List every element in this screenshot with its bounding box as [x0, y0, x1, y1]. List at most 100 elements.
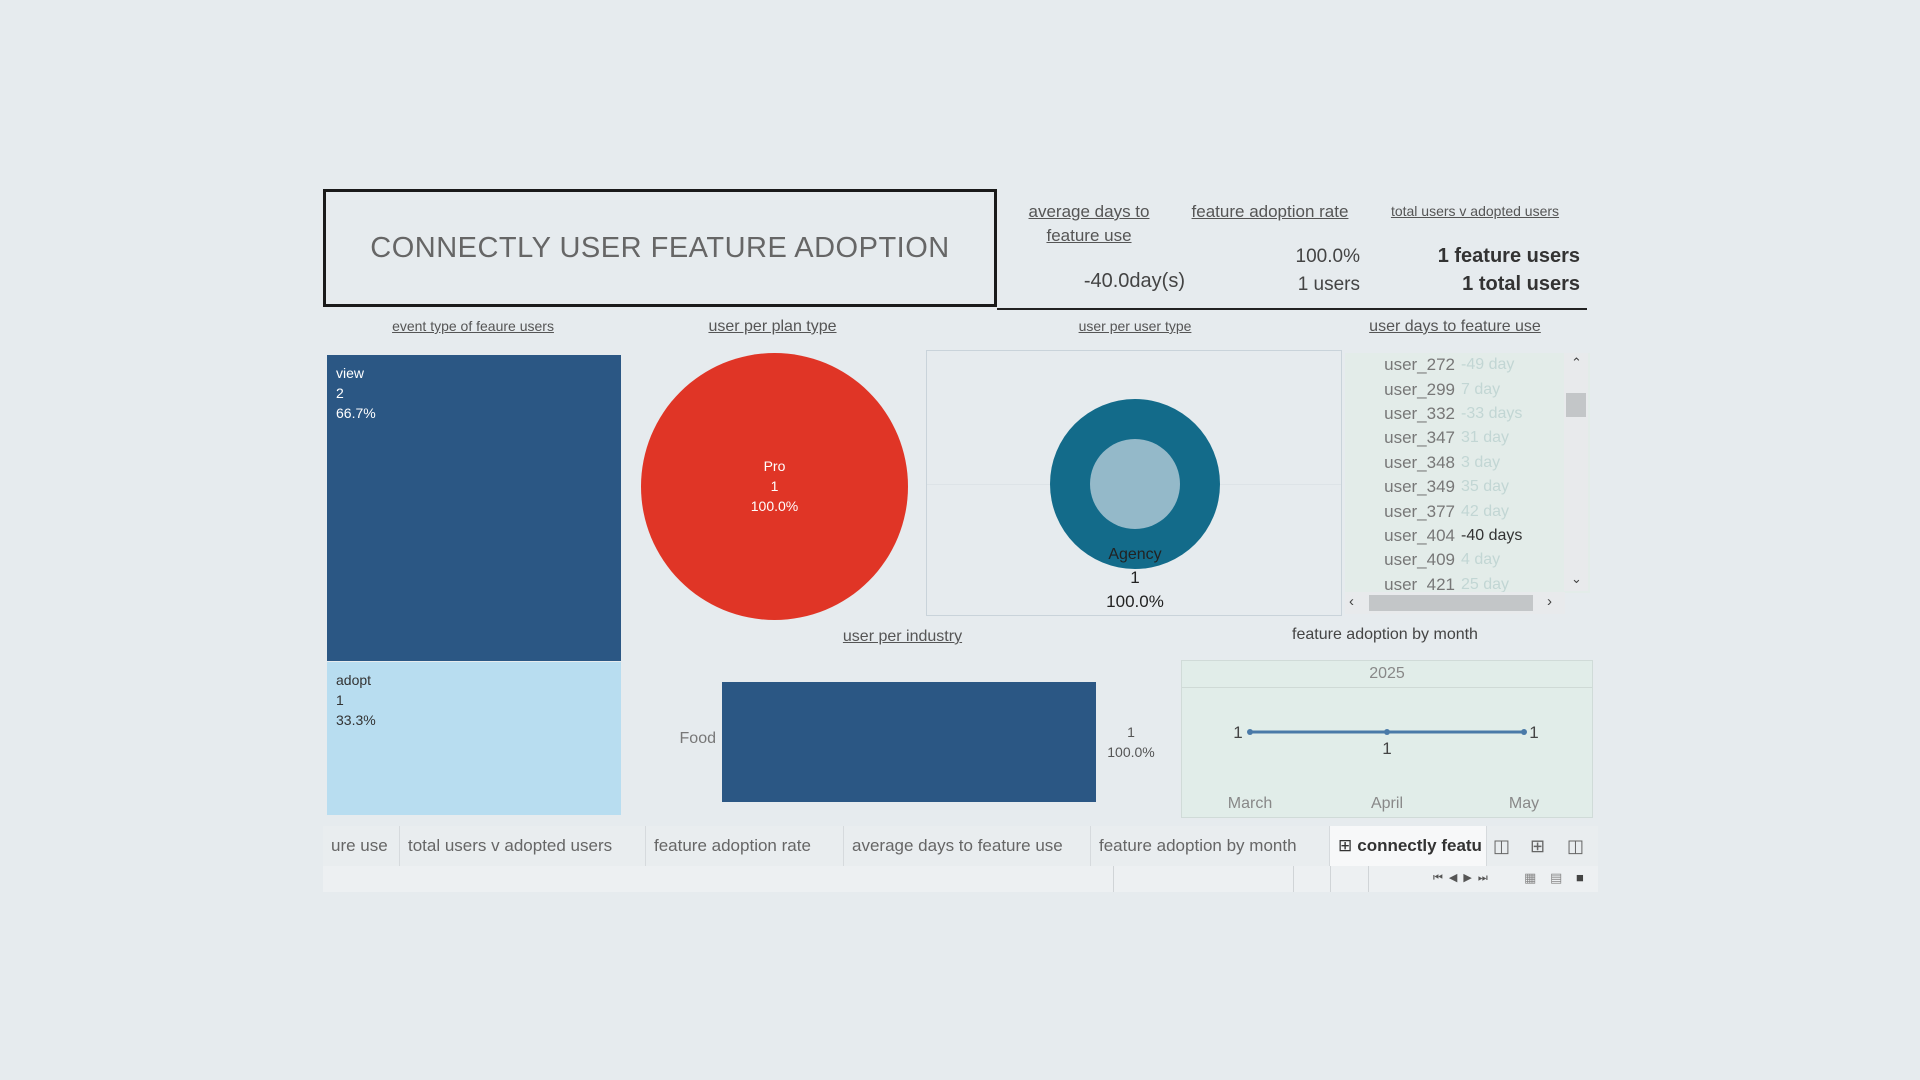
adoption-point-april[interactable] [1384, 729, 1390, 735]
user-type-count: 1 [1035, 566, 1235, 590]
days-value: 42 day [1461, 503, 1509, 521]
adoption-data-label: 1 [1233, 723, 1242, 742]
avg-days-title-line2: feature use [1046, 226, 1131, 245]
new-worksheet-icon[interactable]: ◫ [1493, 836, 1510, 857]
user-id: user_299 [1345, 380, 1461, 400]
sheet-sorter-icon[interactable]: ▦ [1524, 870, 1536, 886]
user-type-name: Agency [1035, 544, 1235, 566]
user-id: user_377 [1345, 502, 1461, 522]
user-id: user_349 [1345, 477, 1461, 497]
industry-title[interactable]: user per industry [790, 628, 1015, 646]
new-dashboard-icon[interactable]: ⊞ [1530, 836, 1545, 857]
user-id: user_347 [1345, 428, 1461, 448]
status-divider [1330, 866, 1331, 892]
user-days-row[interactable]: user_272 -49 day [1345, 353, 1565, 377]
dashboard-title: CONNECTLY USER FEATURE ADOPTION [323, 189, 997, 307]
tab-feature-adoption-by-month[interactable]: feature adoption by month [1091, 826, 1330, 866]
total-users-title[interactable]: total users v adopted users [1375, 203, 1575, 219]
days-value: -33 days [1461, 405, 1522, 423]
treemap-cell-count: 2 [336, 383, 612, 403]
avg-days-title[interactable]: average days to feature use [1015, 200, 1163, 248]
user-type-donut-hole [1090, 439, 1180, 529]
plan-type-title[interactable]: user per plan type [640, 318, 905, 336]
user-type-label: Agency 1 100.0% [1035, 544, 1235, 614]
industry-bar-food[interactable] [722, 682, 1096, 802]
plan-pie-count: 1 [641, 476, 908, 496]
user-days-row[interactable]: user_409 4 day [1345, 548, 1565, 572]
header-divider [997, 308, 1587, 310]
user-type-title[interactable]: user per user type [1020, 318, 1250, 334]
horizontal-scrollbar[interactable]: ‹ › [1345, 592, 1565, 614]
user-days-row[interactable]: user_299 7 day [1345, 377, 1565, 401]
treemap-cell-pct: 33.3% [336, 710, 612, 730]
first-sheet-icon[interactable]: ⏮ [1433, 872, 1449, 884]
monthly-year-header: 2025 [1182, 661, 1592, 688]
monthly-title[interactable]: feature adoption by month [1180, 626, 1590, 644]
industry-bar-label: 1 100.0% [1096, 722, 1166, 762]
vertical-scrollbar[interactable]: ⌃ ⌄ [1564, 353, 1588, 591]
tab-average-days-to-feature-use[interactable]: average days to feature use [844, 826, 1091, 866]
treemap-cell-adopt[interactable]: adopt 1 33.3% [327, 662, 621, 815]
days-value: 7 day [1461, 381, 1500, 399]
next-sheet-icon[interactable]: ▶ [1463, 872, 1477, 884]
active-tab-label: connectly featu [1357, 836, 1482, 856]
days-value: 25 day [1461, 576, 1509, 593]
treemap-cell-pct: 66.7% [336, 403, 612, 423]
adoption-point-may[interactable] [1521, 729, 1527, 735]
user-id: user_272 [1345, 355, 1461, 375]
user-days-row[interactable]: user_377 42 day [1345, 499, 1565, 523]
plan-pie-pct: 100.0% [641, 496, 908, 516]
industry-bar-count: 1 [1096, 722, 1166, 742]
monthly-line-chart[interactable]: 1 1 1 [1182, 687, 1592, 787]
plan-pie-label: Pro 1 100.0% [641, 456, 908, 516]
user-days-row[interactable]: user_347 31 day [1345, 426, 1565, 450]
user-days-row[interactable]: user_349 35 day [1345, 475, 1565, 499]
prev-sheet-icon[interactable]: ◀ [1449, 872, 1463, 884]
user-days-row[interactable]: user_421 25 day [1345, 573, 1565, 593]
vertical-scroll-thumb[interactable] [1566, 393, 1586, 417]
last-sheet-icon[interactable]: ⏭ [1478, 872, 1494, 884]
new-story-icon[interactable]: ◫ [1567, 836, 1584, 857]
user-id: user_348 [1345, 453, 1461, 473]
user-days-row[interactable]: user_332 -33 days [1345, 402, 1565, 426]
treemap-cell-name: adopt [336, 670, 612, 690]
status-divider [1293, 866, 1294, 892]
user-id: user_421 [1345, 575, 1461, 593]
plan-pie-name: Pro [641, 456, 908, 476]
event-type-treemap[interactable]: view 2 66.7% adopt 1 33.3% [327, 355, 621, 815]
feature-users-value: 1 feature users [1380, 245, 1580, 268]
tab-connectly-dashboard[interactable]: ⊞ connectly featu [1330, 826, 1487, 866]
adoption-point-march[interactable] [1247, 729, 1253, 735]
adoption-data-label: 1 [1382, 739, 1391, 758]
days-value: 31 day [1461, 429, 1509, 447]
tab-feature-adoption-rate[interactable]: feature adoption rate [646, 826, 844, 866]
adoption-rate-title[interactable]: feature adoption rate [1175, 202, 1365, 222]
user-id: user_404 [1345, 526, 1461, 546]
industry-category-label: Food [660, 730, 716, 748]
days-value: 4 day [1461, 551, 1500, 569]
tabs-icon[interactable]: ■ [1576, 870, 1584, 885]
monthly-x-axis: March April May [1182, 795, 1592, 817]
filmstrip-icon[interactable]: ▤ [1550, 870, 1562, 886]
event-type-title[interactable]: event type of feaure users [328, 318, 618, 334]
user-type-panel: Agency 1 100.0% [926, 350, 1342, 616]
user-days-title[interactable]: user days to feature use [1345, 318, 1565, 336]
industry-bar-pct: 100.0% [1096, 742, 1166, 762]
scroll-down-icon[interactable]: ⌄ [1571, 571, 1582, 587]
tab-total-users-v-adopted-users[interactable]: total users v adopted users [400, 826, 646, 866]
treemap-cell-view[interactable]: view 2 66.7% [327, 355, 621, 661]
avg-days-title-line1: average days to [1029, 202, 1150, 221]
horizontal-scroll-thumb[interactable] [1369, 595, 1533, 611]
adoption-rate-value: 100.0% [1200, 246, 1360, 268]
status-bar: ⏮◀▶⏭ ▦ ▤ ■ [323, 866, 1598, 892]
month-tick-label: May [1484, 795, 1564, 813]
avg-days-value: -40.0day(s) [1040, 270, 1185, 293]
scroll-up-icon[interactable]: ⌃ [1571, 355, 1582, 371]
user-days-list[interactable]: user_272 -49 day user_299 7 day user_332 -33 … [1345, 353, 1590, 593]
dashboard-tab-icon: ⊞ [1338, 836, 1352, 856]
tab-user-days-to-feature-use[interactable]: ure use [323, 826, 400, 866]
scroll-left-icon[interactable]: ‹ [1349, 593, 1354, 610]
user-days-row[interactable]: user_348 3 day [1345, 451, 1565, 475]
user-days-row[interactable]: user_404 -40 days [1345, 524, 1565, 548]
scroll-right-icon[interactable]: › [1547, 593, 1552, 610]
